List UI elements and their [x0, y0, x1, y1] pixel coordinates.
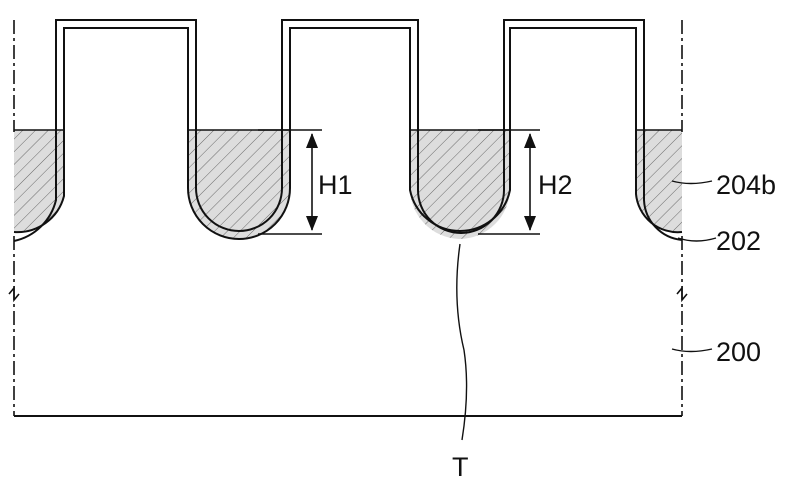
h2-label: H2 [538, 170, 573, 200]
label-202: 202 [716, 226, 761, 256]
liner-202-outer [14, 20, 682, 241]
leader-202 [678, 238, 716, 241]
fill-region-second-trench [410, 130, 510, 239]
h1-label: H1 [318, 170, 353, 200]
label-200: 200 [716, 337, 761, 367]
liner-202-inner [14, 28, 682, 239]
fill-region-first-trench [188, 130, 290, 239]
label-t: T [452, 452, 469, 482]
label-204b: 204b [716, 170, 776, 200]
leader-t [457, 244, 467, 440]
leader-200 [672, 349, 712, 352]
fill-region-right [636, 130, 682, 232]
substrate-200-boundary [9, 20, 687, 416]
